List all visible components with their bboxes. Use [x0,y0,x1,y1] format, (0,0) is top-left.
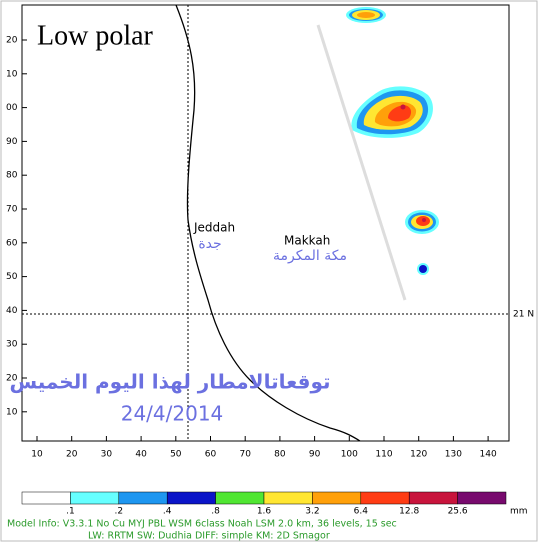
y-tick-label: 10 [6,69,18,79]
legend-label: 3.2 [305,507,319,517]
place-name: Makkah [284,234,330,248]
x-tick-label: 40 [135,450,147,460]
y-tick-label: 60 [6,238,18,248]
y-tick-label: 20 [6,374,18,384]
legend-swatch [21,491,71,505]
model-info: Model Info: V3.3.1 No Cu MYJ PBL WSM 6cl… [7,519,397,530]
title: Low polar [37,20,154,51]
x-tick-label: 20 [66,450,78,460]
x-tick-label: 90 [309,450,321,460]
legend-label: 6.4 [354,507,369,517]
legend-swatch [312,491,362,505]
legend-unit: mm [510,507,528,517]
x-tick-label: 50 [170,450,182,460]
legend-swatch [118,491,168,505]
x-tick-label: 130 [445,450,462,460]
precip-main [351,86,433,138]
legend-label: 25.6 [448,507,468,517]
legend-swatch [166,491,216,505]
mountain-ridge [316,24,407,301]
place-name: Jeddah [193,221,235,235]
x-tick-label: 80 [274,450,286,460]
legend-label: .2 [115,507,124,517]
y-tick-label: 20 [6,36,18,46]
legend-swatch [70,491,120,505]
y-tick-label: 40 [6,306,18,316]
legend-label: .4 [163,507,172,517]
legend-swatch [457,491,507,505]
legend-label: .8 [211,507,220,517]
legend-swatch [408,491,458,505]
place-arabic: مكة المكرمة [273,248,347,264]
precip-east [405,210,439,234]
y-tick-label: 80 [6,171,18,181]
legend-swatch [215,491,265,505]
place-arabic: جدة [198,236,221,252]
date: 24/4/2014 [121,402,224,426]
coastline [175,4,361,442]
precip-top [346,7,386,23]
precip-small [417,263,429,275]
x-tick-label: 110 [375,450,392,460]
x-tick-label: 100 [341,450,358,460]
legend-label: 1.6 [257,507,272,517]
latitude-label: 21 N [513,310,534,320]
legend-swatch [360,491,410,505]
x-tick-label: 10 [31,450,43,460]
x-tick-label: 70 [239,450,251,460]
y-tick-label: 10 [6,407,18,417]
legend-swatch [263,491,313,505]
x-tick-label: 30 [101,450,113,460]
y-tick-label: 50 [6,272,18,282]
y-tick-label: 30 [6,340,18,350]
headline: توقعاتالامطار لهذا اليوم الخميس [9,370,330,394]
x-tick-label: 120 [410,450,427,460]
legend-label: .1 [66,507,75,517]
y-tick-label: 90 [6,137,18,147]
x-tick-label: 60 [205,450,217,460]
legend-label: 12.8 [399,507,419,517]
y-tick-label: 70 [6,205,18,215]
y-tick-label: 00 [6,103,18,113]
model-info: LW: RRTM SW: Dudhia DIFF: simple KM: 2D … [88,531,330,542]
x-tick-label: 140 [480,450,497,460]
